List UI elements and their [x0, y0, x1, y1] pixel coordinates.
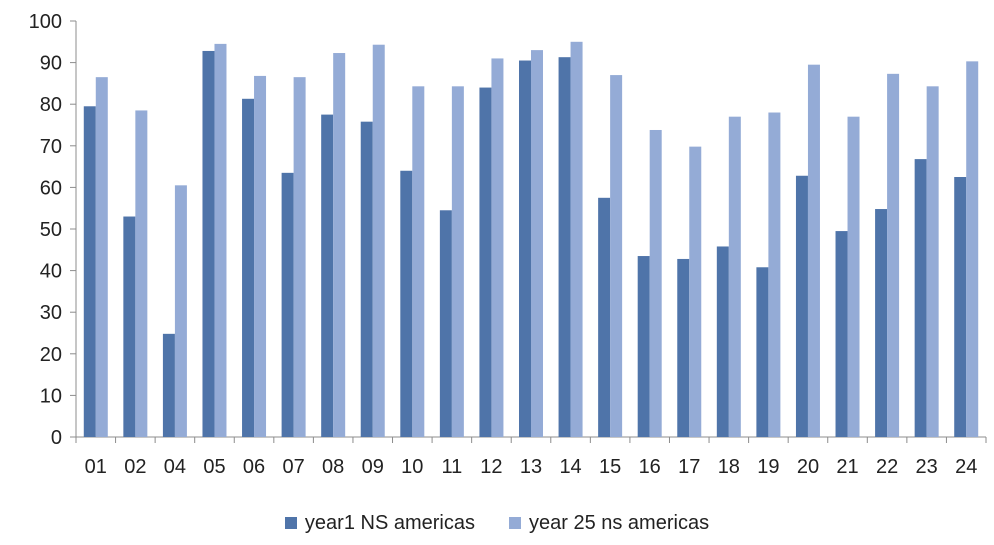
bar-series-2-10: [412, 86, 425, 437]
bar-series-1-05: [202, 50, 215, 438]
bar-series-1-22: [875, 209, 888, 437]
y-tick-label: 30: [40, 302, 62, 324]
bar-series-1-01: [83, 106, 96, 437]
x-tick-label: 16: [639, 456, 661, 478]
bar-series-1-08: [321, 114, 334, 437]
y-tick-label: 80: [40, 94, 62, 116]
y-tick-label: 0: [51, 427, 62, 449]
x-tick-label: 11: [441, 456, 462, 478]
bar-series-2-07: [293, 77, 306, 437]
y-tick-label: 100: [29, 11, 62, 33]
legend-item-series-2: year 25 ns americas: [508, 511, 710, 535]
bar-series-2-15: [610, 75, 623, 437]
x-tick-label: 22: [876, 456, 898, 478]
bar-series-2-19: [768, 112, 781, 438]
x-tick-label: 06: [243, 456, 265, 478]
bar-series-1-18: [716, 246, 729, 437]
x-tick-label: 23: [916, 456, 938, 478]
bar-series-2-13: [531, 50, 543, 438]
x-tick-label: 05: [203, 456, 225, 478]
bar-series-2-02: [135, 110, 148, 437]
bar-series-2-08: [333, 53, 346, 437]
bar-series-1-24: [954, 177, 967, 437]
x-tick-label: 02: [124, 456, 146, 478]
x-axis: 01 02 04 05 06 07 08 09 10 11 12 13 14 15 16 17 18 19 20 21…: [75, 436, 987, 478]
y-tick-label: 50: [40, 219, 62, 241]
bar-series-2-11: [451, 86, 464, 437]
x-tick-label: 09: [362, 456, 384, 478]
legend-swatch-series-2: [508, 517, 521, 529]
bar-series-1-07: [281, 172, 294, 437]
bar-series-2-18: [728, 116, 741, 438]
bar-series-2-05: [214, 43, 227, 437]
x-tick-label: 21: [836, 456, 858, 478]
x-tick-label: 19: [757, 456, 779, 478]
x-tick-label: 13: [520, 456, 542, 478]
x-tick-label: 15: [599, 456, 621, 478]
bar-chart: 0 10 20 30 40 50 60 70 80 90 100 01 02 04 05 06 07 08 09 1…: [29, 11, 987, 478]
x-tick-label: 17: [678, 456, 700, 478]
bar-series-1-09: [360, 121, 373, 437]
y-tick-label: 70: [40, 136, 62, 158]
bar-series-1-04: [162, 333, 175, 437]
bars: [83, 41, 979, 438]
bar-series-2-17: [689, 146, 702, 437]
x-tick-label: 10: [401, 456, 423, 478]
x-tick-label: 20: [797, 456, 819, 478]
x-tick-label: 12: [480, 456, 502, 478]
bar-series-2-06: [254, 75, 267, 438]
y-tick-label: 90: [40, 53, 62, 75]
bar-series-2-23: [926, 86, 939, 437]
bar-series-1-19: [756, 267, 769, 437]
y-tick-label: 20: [40, 344, 62, 366]
bar-series-1-16: [637, 256, 650, 437]
bar-series-2-21: [847, 116, 860, 438]
y-axis: 0 10 20 30 40 50 60 70 80 90 100: [29, 11, 77, 449]
bar-series-2-22: [887, 73, 900, 437]
bar-series-2-12: [491, 58, 504, 437]
x-tick-label: 01: [85, 456, 107, 478]
bar-series-2-16: [649, 129, 662, 437]
bar-series-1-02: [123, 216, 136, 437]
bar-series-1-14: [558, 57, 571, 437]
bar-series-1-17: [677, 258, 690, 437]
y-tick-label: 60: [40, 177, 62, 199]
legend-item-series-1: year1 NS americas: [284, 511, 475, 535]
bar-series-1-11: [439, 210, 452, 437]
bar-series-2-24: [966, 61, 979, 438]
chart-legend: year1 NS americas year 25 ns americas: [0, 508, 994, 538]
legend-label-series-1: year1 NS americas: [304, 511, 475, 534]
bar-series-1-12: [479, 87, 492, 437]
legend-label-series-2: year 25 ns americas: [528, 511, 710, 534]
x-tick-label: 04: [164, 456, 186, 478]
legend-swatch-series-1: [284, 517, 297, 529]
x-tick-label: 24: [955, 456, 977, 478]
bar-series-1-20: [795, 175, 808, 437]
y-tick-label: 10: [40, 385, 62, 407]
bar-series-1-13: [519, 60, 531, 438]
bar-series-1-06: [242, 98, 255, 438]
bar-series-1-21: [835, 231, 848, 437]
x-tick-label: 08: [322, 456, 344, 478]
bar-series-1-15: [598, 197, 611, 437]
y-tick-label: 40: [40, 261, 62, 283]
x-tick-label: 14: [559, 456, 581, 478]
bar-series-2-04: [174, 185, 187, 437]
bar-series-1-10: [400, 170, 413, 437]
bar-series-2-01: [95, 77, 108, 437]
x-tick-label: 18: [718, 456, 740, 478]
bar-series-2-14: [570, 41, 583, 438]
x-tick-label: 07: [282, 456, 304, 478]
bar-series-2-09: [372, 44, 385, 437]
bar-series-1-23: [914, 159, 927, 437]
bar-series-2-20: [807, 64, 820, 438]
